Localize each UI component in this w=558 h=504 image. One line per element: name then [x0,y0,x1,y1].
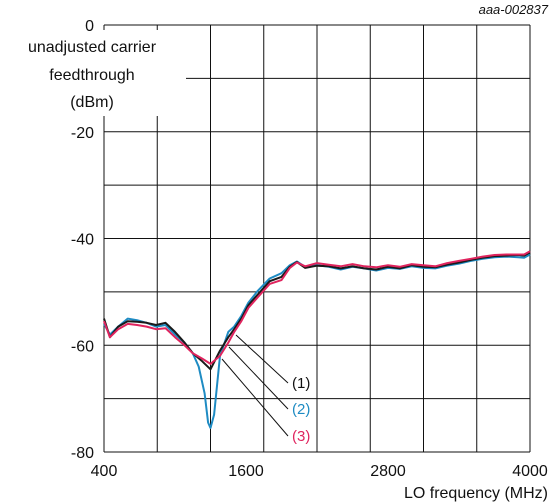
y-tick-label: -80 [71,445,94,462]
y-tick-labels: 0 -20 -40 -60 -80 [71,18,94,462]
leader-line-1 [235,334,289,384]
x-tick-label: 1600 [228,463,264,480]
leader-line-3 [221,358,289,437]
x-tick-label: 2800 [370,463,406,480]
y-tick-label: -60 [71,338,94,355]
figure-id: aaa-002837 [479,2,549,17]
series-label-1: (1) [292,375,310,392]
series-leader-lines [221,334,289,437]
series-label-3: (3) [292,428,310,445]
y-tick-label: -40 [71,232,94,249]
leader-line-2 [228,346,289,410]
y-axis-label-background [0,30,186,116]
series-line-2 [103,253,531,429]
x-tick-labels: 400 1600 2800 4000 [91,463,548,480]
y-axis-label-line-3: (dBm) [70,94,114,111]
series-line-3 [103,250,531,365]
series-lines [103,250,531,429]
x-axis-label: LO frequency (MHz) [404,485,548,502]
series-label-2: (2) [292,401,310,418]
y-tick-label: 0 [85,18,94,35]
y-axis-label-line-2: feedthrough [49,67,134,84]
x-tick-label: 400 [91,463,118,480]
y-axis-label-line-1: unadjusted carrier [28,39,157,56]
y-tick-label: -20 [71,125,94,142]
x-tick-label: 4000 [512,463,548,480]
